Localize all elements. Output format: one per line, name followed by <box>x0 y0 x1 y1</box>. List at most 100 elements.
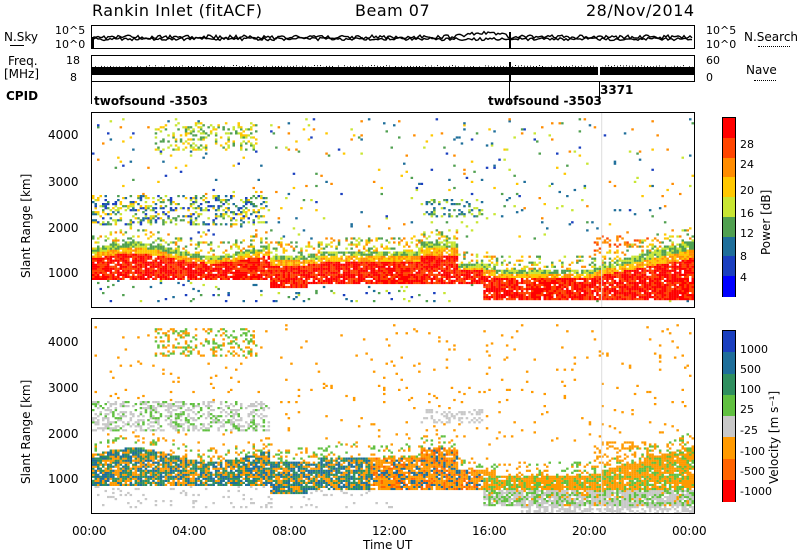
heatmap-cell <box>214 178 218 181</box>
heatmap-cell <box>224 277 228 280</box>
freq-tick-top: 18 <box>66 54 80 67</box>
heatmap-cell <box>250 201 253 204</box>
heatmap-cell <box>377 263 381 266</box>
heatmap-cell <box>272 283 276 287</box>
heatmap-cell <box>129 201 133 204</box>
heatmap-cell <box>97 273 100 276</box>
heatmap-cell <box>583 294 587 297</box>
heatmap-cell <box>124 263 128 266</box>
heatmap-cell <box>611 269 614 272</box>
heatmap-cell <box>375 261 378 264</box>
heatmap-cell <box>561 271 564 274</box>
heatmap-cell <box>189 215 193 218</box>
heatmap-cell <box>533 279 536 282</box>
heatmap-cell <box>282 285 286 289</box>
heatmap-cell <box>548 277 551 280</box>
heatmap-cell <box>398 269 401 272</box>
heatmap-cell <box>209 271 213 274</box>
power-heatmap <box>92 113 694 307</box>
heatmap-cell <box>179 259 183 262</box>
heatmap-cell <box>194 269 198 272</box>
heatmap-cell <box>478 265 481 268</box>
heatmap-cell <box>117 273 120 276</box>
heatmap-cell <box>242 271 245 274</box>
heatmap-cell <box>598 298 602 301</box>
heatmap-cell <box>277 243 281 246</box>
heatmap-cell <box>159 279 163 282</box>
heatmap-cell <box>551 281 554 285</box>
heatmap-cell <box>237 213 240 216</box>
heatmap-cell <box>179 253 183 256</box>
heatmap-cell <box>643 263 647 266</box>
heatmap-cell <box>357 261 361 264</box>
heatmap-cell <box>199 294 203 297</box>
heatmap-cell <box>423 275 426 278</box>
heatmap-cell <box>523 279 526 282</box>
heatmap-cell <box>438 281 441 285</box>
heatmap-cell <box>109 269 113 272</box>
heatmap-cell <box>260 251 263 254</box>
heatmap-cell <box>312 269 316 272</box>
heatmap-cell <box>134 259 138 262</box>
heatmap-cell <box>480 259 484 262</box>
heatmap-cell <box>292 269 296 272</box>
heatmap-cell <box>641 275 644 278</box>
heatmap-cell <box>583 279 587 282</box>
heatmap-cell <box>536 140 539 143</box>
heatmap-cell <box>531 269 534 272</box>
heatmap-cell <box>601 296 604 299</box>
heatmap-cell <box>372 281 376 285</box>
heatmap-cell <box>152 209 155 212</box>
heatmap-cell <box>152 215 155 218</box>
heatmap-cell <box>307 298 311 301</box>
heatmap-cell <box>586 277 589 280</box>
heatmap-cell <box>463 277 466 280</box>
heatmap-cell <box>245 211 248 214</box>
heatmap-cell <box>295 281 298 285</box>
heatmap-cell <box>603 273 607 276</box>
heatmap-cell <box>355 273 358 276</box>
heatmap-cell <box>322 285 326 289</box>
heatmap-cell <box>405 265 408 268</box>
heatmap-cell <box>257 211 260 214</box>
heatmap-cell <box>295 245 298 248</box>
heatmap-cell <box>435 261 439 264</box>
heatmap-cell <box>242 215 245 218</box>
heatmap-cell <box>455 203 459 206</box>
heatmap-cell <box>352 265 356 268</box>
heatmap-cell <box>626 273 629 276</box>
heatmap-cell <box>553 285 556 289</box>
freq-mark <box>152 66 153 68</box>
heatmap-cell <box>252 269 255 272</box>
heatmap-cell <box>202 271 205 274</box>
heatmap-cell <box>112 207 115 210</box>
heatmap-cell <box>290 245 293 248</box>
heatmap-cell <box>508 289 511 293</box>
heatmap-cell <box>252 186 255 190</box>
heatmap-cell <box>623 285 627 289</box>
heatmap-cell <box>199 275 203 278</box>
heatmap-cell <box>613 184 617 188</box>
heatmap-cell <box>245 275 248 278</box>
heatmap-cell <box>240 241 243 244</box>
heatmap-cell <box>561 263 564 266</box>
heatmap-cell <box>460 273 464 276</box>
heatmap-cell <box>413 275 416 278</box>
heatmap-cell <box>164 251 168 254</box>
heatmap-cell <box>485 275 489 278</box>
heatmap-cell <box>500 263 504 266</box>
heatmap-cell <box>159 275 163 278</box>
heatmap-cell <box>147 253 150 256</box>
freq-mark <box>533 66 534 68</box>
heatmap-cell <box>586 289 589 293</box>
heatmap-cell <box>232 243 235 246</box>
heatmap-cell <box>596 285 599 289</box>
heatmap-cell <box>608 271 612 274</box>
heatmap-cell <box>563 281 567 285</box>
heatmap-cell <box>127 243 130 246</box>
heatmap-cell <box>586 205 589 208</box>
heatmap-cell <box>393 281 396 285</box>
heatmap-cell <box>403 162 406 165</box>
heatmap-cell <box>202 265 205 268</box>
heatmap-cell <box>162 249 165 252</box>
